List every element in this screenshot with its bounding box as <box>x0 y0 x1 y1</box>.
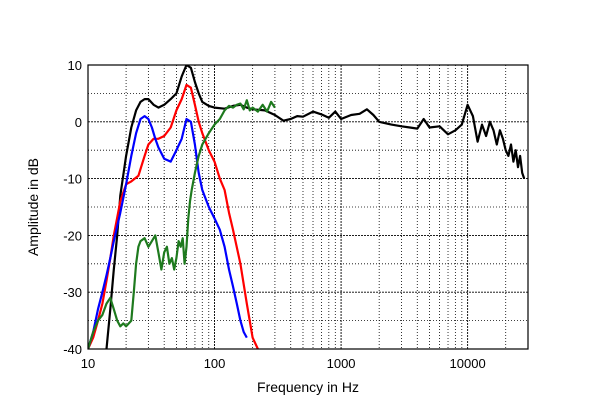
y-tick-label: -10 <box>63 172 82 187</box>
x-tick-label: 10 <box>81 356 95 371</box>
x-tick-label: 10000 <box>450 356 486 371</box>
x-tick-label: 1000 <box>327 356 356 371</box>
grid-major <box>88 65 528 349</box>
plot-frame <box>87 64 529 350</box>
y-tick-labels: 10 0 -10 -20 -30 -40 <box>63 58 82 357</box>
x-tick-label: 100 <box>204 356 226 371</box>
y-tick-label: 10 <box>68 58 82 73</box>
series-line-black <box>105 65 526 349</box>
x-tick-labels: 10 100 1000 10000 <box>81 356 486 371</box>
series-group <box>88 65 526 349</box>
y-tick-label: -30 <box>63 285 82 300</box>
y-axis-label: Amplitude in dB <box>25 158 41 256</box>
y-tick-label: -20 <box>63 228 82 243</box>
x-axis-label: Frequency in Hz <box>257 379 359 395</box>
y-tick-label: 0 <box>75 115 82 130</box>
grid-minor <box>88 65 529 349</box>
y-tick-label: -40 <box>63 342 82 357</box>
series-line-green <box>88 99 276 349</box>
series-line-blue <box>88 115 248 349</box>
